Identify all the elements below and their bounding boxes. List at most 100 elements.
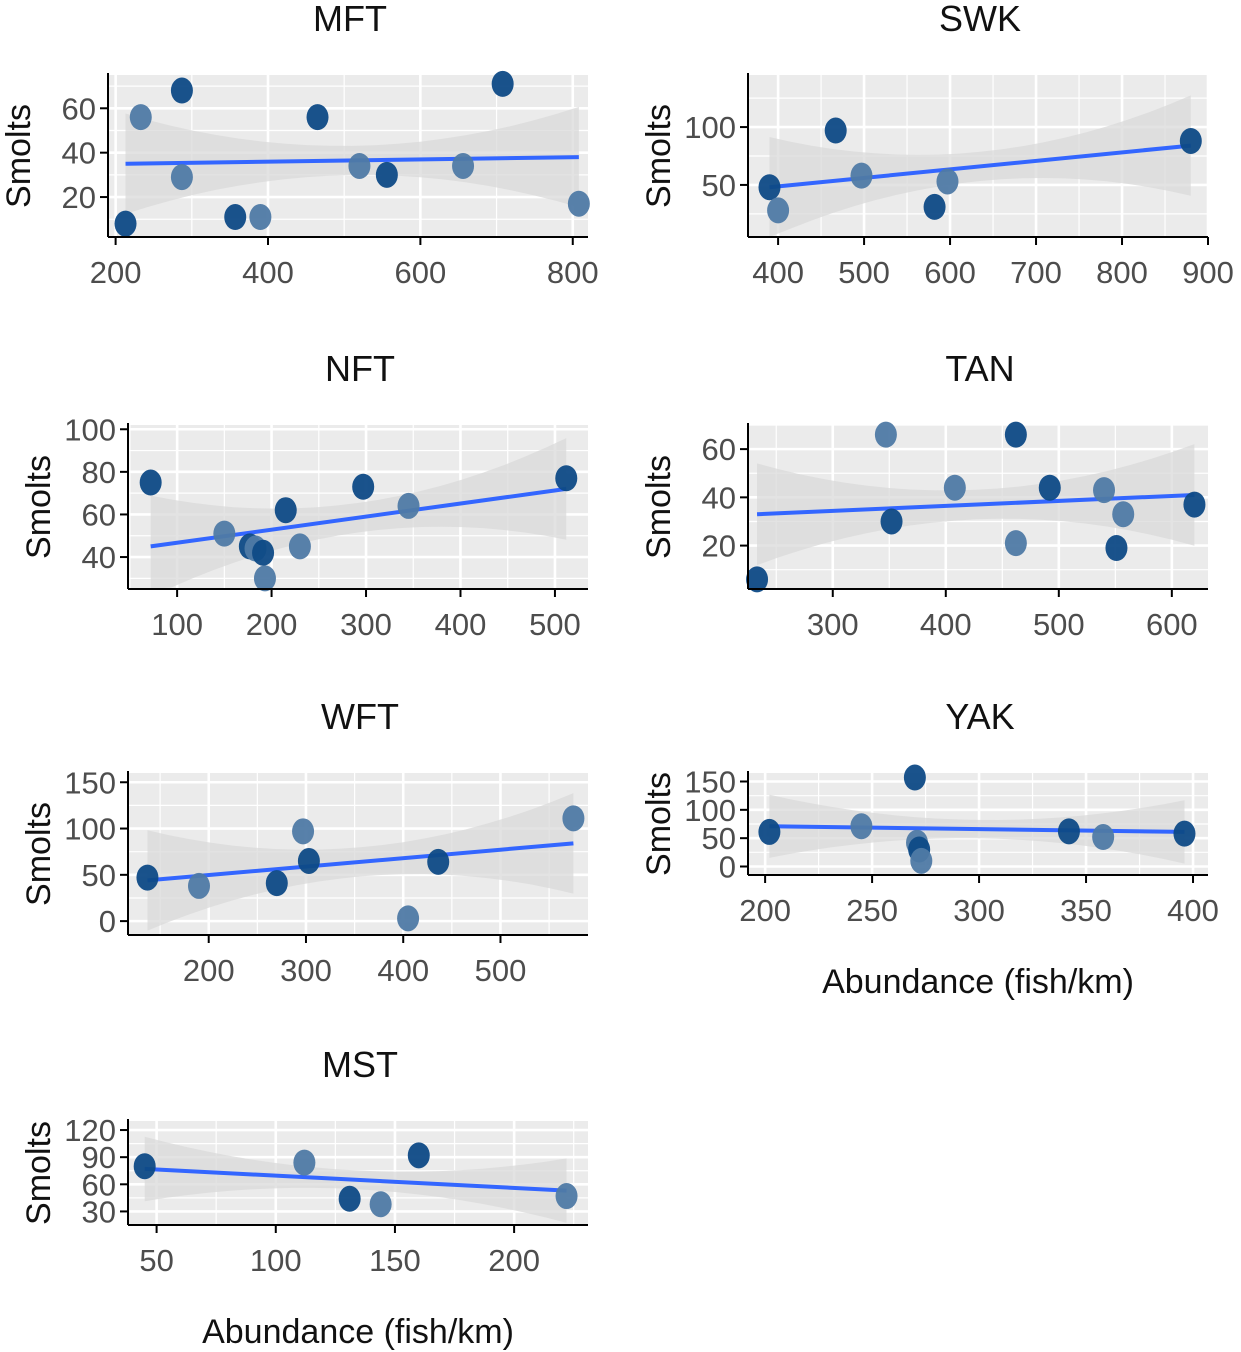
x-tick-label: 600	[1146, 607, 1198, 642]
data-point	[1183, 491, 1206, 518]
data-point	[274, 497, 297, 524]
data-point	[824, 117, 847, 144]
panel-title: SWK	[939, 0, 1021, 39]
x-tick-label: 800	[547, 255, 599, 290]
data-point	[348, 152, 371, 179]
y-axis-label: Smolts	[640, 455, 678, 559]
y-axis-label: Smolts	[20, 1121, 58, 1225]
panel-nft: 100 200 300 400 500 40 60 80 100 NFT Smolts	[20, 348, 588, 642]
panel-wft: 200 300 400 500 0 50 100 150 WFT Smolts	[20, 696, 588, 988]
data-point	[292, 818, 315, 845]
data-point	[265, 870, 288, 897]
y-tick-label: 60	[82, 1167, 116, 1202]
x-tick-label: 700	[1010, 255, 1062, 290]
y-axis-label: Smolts	[20, 455, 58, 559]
x-axis-label: Abundance (fish/km)	[202, 1313, 514, 1351]
x-tick-label: 600	[924, 255, 976, 290]
data-point	[943, 474, 966, 501]
data-point	[1112, 501, 1135, 528]
x-tick-label: 800	[1096, 255, 1148, 290]
data-point	[170, 77, 193, 104]
data-point	[114, 210, 137, 237]
x-tick-label: 400	[752, 255, 804, 290]
x-tick-label: 400	[377, 953, 429, 988]
data-point	[562, 805, 585, 832]
panel-tan: 300 400 500 600 20 40 60 TAN Smolts	[640, 348, 1208, 642]
x-tick-label: 300	[280, 953, 332, 988]
data-point	[874, 421, 897, 448]
data-point	[923, 193, 946, 220]
x-tick-label: 200	[739, 893, 791, 928]
data-point	[880, 508, 903, 535]
panel-mft: 200 400 600 800 20 40 60 MFT Smolts	[0, 0, 599, 290]
y-tick-label: 50	[702, 168, 736, 203]
x-tick-label: 500	[529, 607, 581, 642]
trend-line	[756, 492, 1195, 517]
data-point	[306, 104, 329, 131]
x-tick-label: 400	[435, 607, 487, 642]
x-tick-label: 600	[395, 255, 447, 290]
data-point	[1038, 474, 1061, 501]
data-point	[555, 465, 578, 492]
data-point	[567, 190, 590, 217]
panel-title: NFT	[325, 348, 395, 389]
data-point	[397, 905, 420, 932]
x-tick-label: 50	[139, 1243, 173, 1278]
data-point	[1179, 127, 1202, 154]
data-point	[133, 1153, 156, 1180]
y-tick-label: 100	[64, 412, 116, 447]
x-tick-label: 500	[1033, 607, 1085, 642]
data-point	[139, 469, 162, 496]
data-point	[352, 473, 375, 500]
data-point	[1105, 535, 1128, 561]
x-tick-label: 300	[807, 607, 859, 642]
trend-line	[144, 1166, 567, 1193]
y-axis-label: Smolts	[0, 104, 38, 208]
y-tick-label: 40	[702, 480, 736, 515]
x-tick-label: 400	[242, 255, 294, 290]
data-point	[249, 204, 272, 231]
x-tick-label: 200	[488, 1243, 540, 1278]
y-tick-label: 40	[62, 136, 96, 171]
panel-swk: 400 500 600 700 800 900 50 100 SWK Smolts	[640, 0, 1234, 290]
x-tick-label: 250	[846, 893, 898, 928]
y-tick-label: 60	[62, 91, 96, 126]
data-point	[397, 492, 420, 519]
panel-title: MST	[322, 1044, 398, 1085]
data-point	[170, 164, 193, 191]
data-point	[253, 565, 276, 592]
x-tick-label: 100	[151, 607, 203, 642]
data-point	[758, 174, 781, 201]
y-tick-label: 40	[82, 540, 116, 575]
y-tick-label: 0	[99, 904, 116, 939]
y-tick-label: 60	[82, 497, 116, 532]
data-point	[850, 813, 873, 840]
data-point	[1173, 820, 1196, 847]
x-axis-label: Abundance (fish/km)	[822, 963, 1134, 1001]
y-tick-label: 150	[684, 765, 736, 800]
y-axis-label: Smolts	[640, 104, 678, 208]
y-axis-label: Smolts	[640, 772, 678, 876]
data-point	[187, 872, 210, 899]
x-tick-label: 200	[183, 953, 235, 988]
data-point	[338, 1185, 361, 1212]
y-tick-label: 60	[702, 432, 736, 467]
data-point	[746, 566, 769, 593]
y-tick-label: 100	[684, 110, 736, 145]
data-point	[1092, 824, 1115, 851]
y-tick-label: 20	[62, 180, 96, 215]
x-tick-label: 300	[953, 893, 1005, 928]
x-tick-label: 900	[1182, 255, 1234, 290]
panel-title: WFT	[321, 696, 399, 737]
x-tick-label: 500	[838, 255, 890, 290]
data-point	[850, 162, 873, 189]
data-point	[910, 847, 933, 874]
data-point	[297, 847, 320, 874]
y-tick-label: 150	[64, 765, 116, 800]
data-point	[224, 204, 247, 231]
x-tick-label: 200	[90, 255, 142, 290]
y-tick-label: 90	[82, 1140, 116, 1175]
data-point	[252, 539, 275, 566]
